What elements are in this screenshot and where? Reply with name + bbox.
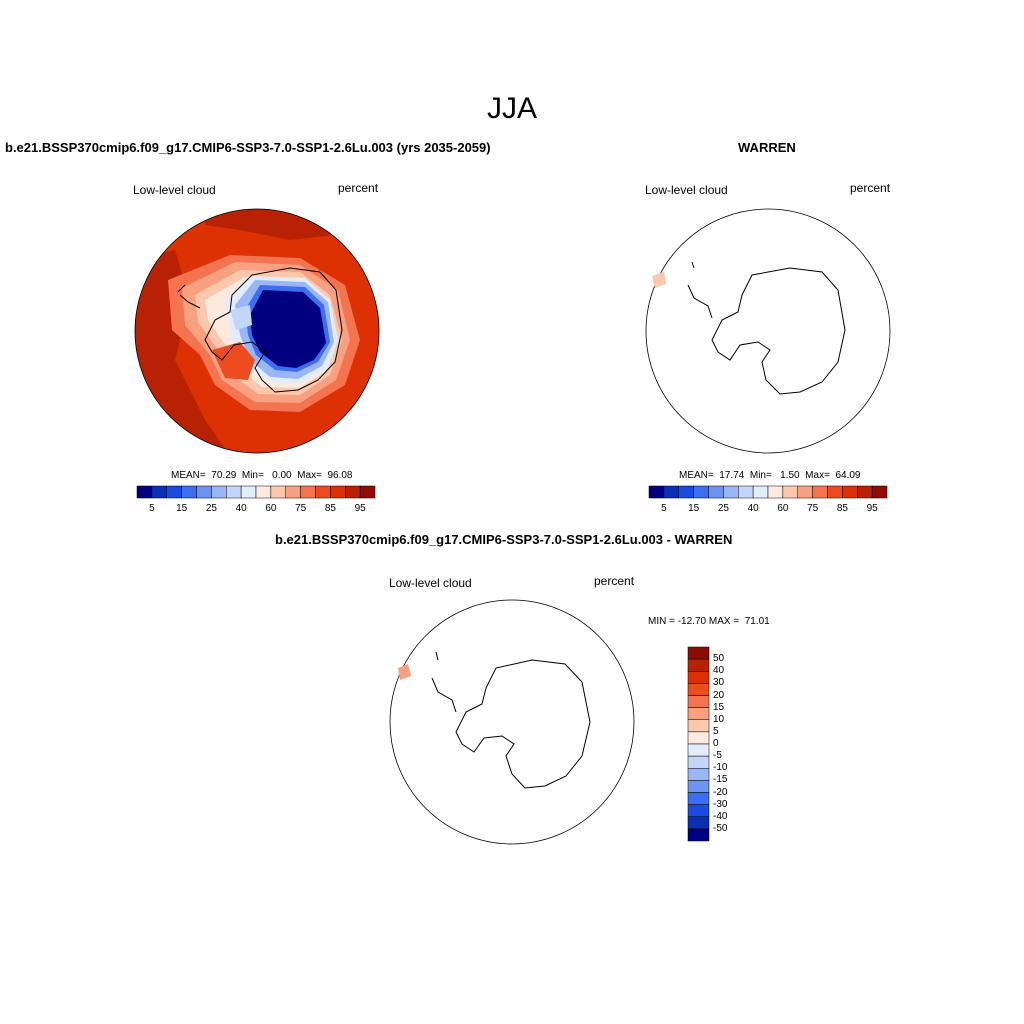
obs-colorbar-tick-label: 60 [777, 503, 789, 514]
obs-variable-label: Low-level cloud [645, 183, 728, 197]
diff-colorbar-tick-label: -10 [713, 762, 728, 774]
diff-colorbar-tick-label: 40 [713, 665, 725, 677]
model-stats: MEAN= 70.29 Min= 0.00 Max= 96.08 [171, 470, 353, 481]
season-title: JJA [486, 92, 537, 125]
diff-colorbar-tick-label: -5 [713, 750, 722, 762]
diff-units-label: percent [594, 574, 635, 588]
diff-colorbar-tick-label: -40 [713, 810, 728, 822]
diff-colorbar-swatch [687, 816, 710, 830]
obs-panel-title: WARREN [738, 140, 796, 155]
diff-colorbar-swatch [687, 792, 710, 805]
model-colorbar-tick-label: 85 [324, 503, 336, 514]
diff-colorbar-swatch [687, 768, 710, 781]
model-colorbar-tick-label: 60 [265, 503, 277, 514]
diff-colorbar-swatch [687, 646, 710, 660]
diff-colorbar-swatch [687, 743, 710, 757]
obs-colorbar [648, 485, 888, 499]
diff-colorbar-tick-label: 0 [713, 738, 719, 749]
obs-colorbar-swatch [871, 485, 888, 499]
diff-colorbar-swatch [687, 755, 710, 769]
diff-colorbar-swatch [687, 828, 710, 842]
diff-colorbar-swatch [687, 671, 710, 684]
model-colorbar-tick-label: 5 [149, 503, 155, 514]
diff-variable-label: Low-level cloud [389, 576, 472, 590]
diff-colorbar-tick-label: 30 [713, 677, 725, 689]
obs-colorbar-tick-label: 15 [688, 503, 700, 514]
obs-units-label: percent [850, 181, 891, 195]
model-colorbar-tick-label: 25 [205, 503, 217, 514]
diff-colorbar-swatch [687, 707, 710, 720]
diff-colorbar-swatch [687, 683, 710, 696]
diff-panel-title: b.e21.BSSP370cmip6.f09_g17.CMIP6-SSP3-7.… [275, 532, 733, 547]
diff-colorbar-labels: 50 40 30 20 15 10 5 0 -5 -10 -15 -20 -30 -40 -50 [713, 647, 753, 841]
obs-stats: MEAN= 17.74 Min= 1.50 Max= 64.09 [679, 470, 861, 481]
obs-colorbar-tick-label: 85 [836, 503, 848, 514]
obs-colorbar-tick-label: 40 [747, 503, 759, 514]
model-colorbar [136, 485, 376, 499]
obs-colorbar-tick-label: 75 [807, 503, 819, 514]
diff-colorbar-swatch [687, 695, 710, 708]
diff-colorbar-swatch [687, 780, 710, 793]
diff-colorbar-swatch [687, 719, 710, 733]
obs-colorbar-tick-label: 95 [866, 503, 878, 514]
obs-colorbar-tick-label: 5 [661, 503, 667, 514]
diff-colorbar-tick-label: -20 [713, 786, 728, 798]
diff-colorbar-tick-label: 10 [713, 713, 725, 725]
diff-colorbar-tick-label: -50 [713, 822, 728, 834]
model-colorbar-tick-label: 15 [176, 503, 188, 514]
model-colorbar-tick-label: 95 [354, 503, 366, 514]
diff-colorbar-tick-label: -30 [713, 798, 728, 810]
diff-stats: MIN = -12.70 MAX = 71.01 [648, 616, 770, 627]
diff-colorbar [687, 646, 710, 842]
obs-colorbar-labels: 5 15 25 40 60 75 85 95 [649, 503, 887, 517]
diff-colorbar-swatch [687, 731, 710, 745]
diff-colorbar-tick-label: 20 [713, 689, 725, 701]
diff-colorbar-swatch [687, 658, 710, 672]
diff-colorbar-tick-label: 50 [713, 653, 725, 665]
model-colorbar-swatch [359, 485, 376, 499]
diff-colorbar-tick-label: 15 [713, 701, 725, 713]
model-colorbar-labels: 5 15 25 40 60 75 85 95 [137, 503, 375, 517]
model-variable-label: Low-level cloud [133, 183, 216, 197]
model-units-label: percent [338, 181, 379, 195]
model-colorbar-tick-label: 40 [235, 503, 247, 514]
model-colorbar-tick-label: 75 [295, 503, 307, 514]
model-panel-title: b.e21.BSSP370cmip6.f09_g17.CMIP6-SSP3-7.… [5, 140, 491, 155]
diff-colorbar-tick-label: -15 [713, 774, 728, 786]
diff-colorbar-tick-label: 5 [713, 725, 719, 737]
diff-colorbar-swatch [687, 804, 710, 817]
obs-colorbar-tick-label: 25 [717, 503, 729, 514]
